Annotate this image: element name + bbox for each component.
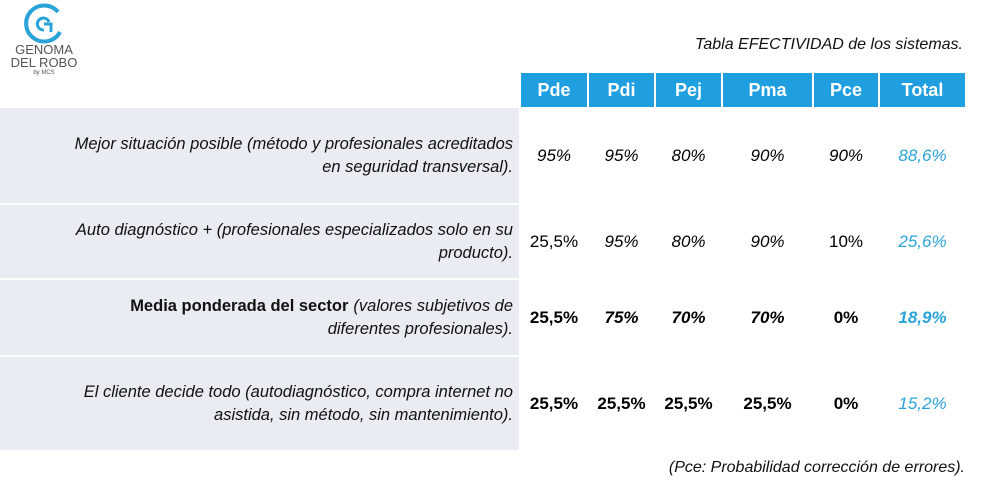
row-label-line: asistida, sin método, sin mantenimiento)… bbox=[214, 405, 513, 424]
table-cell: 80% bbox=[671, 231, 706, 251]
row-label-line: Media ponderada del sector (valores subje… bbox=[0, 295, 513, 318]
column-header: Pde bbox=[521, 73, 587, 107]
row-label: El cliente decide todo (autodiagnóstico,… bbox=[0, 357, 519, 450]
table-cell: 25,6% bbox=[898, 231, 947, 251]
logo-text: by MCS bbox=[33, 70, 55, 76]
table-cell: 90% bbox=[750, 231, 785, 251]
row-label-line: diferentes profesionales). bbox=[327, 319, 513, 338]
table-cell: 90% bbox=[828, 145, 864, 165]
column-header: Pma bbox=[723, 73, 812, 107]
column-header: Pdi bbox=[589, 73, 654, 107]
row-label-text: (valores subjetivos de bbox=[353, 296, 513, 315]
row-label-line: Mejor situación posible (método y profes… bbox=[74, 134, 513, 153]
table-cell: 0% bbox=[833, 393, 859, 413]
table-cell: 25,5% bbox=[743, 393, 792, 413]
table-cell: 95% bbox=[604, 231, 639, 251]
table-cell: 25,5% bbox=[529, 231, 579, 251]
table-cell: 25,5% bbox=[529, 393, 579, 413]
row-label-bold: Media ponderada del sector bbox=[130, 296, 349, 315]
table-cell: 75% bbox=[604, 307, 639, 327]
table-cell: 15,2% bbox=[898, 393, 947, 413]
table-cell: 25,5% bbox=[529, 307, 579, 327]
column-header: Total bbox=[880, 73, 965, 107]
row-label: Media ponderada del sector (valores subje… bbox=[0, 280, 519, 355]
table-cell: 90% bbox=[750, 145, 785, 165]
logo-text: DEL ROBO bbox=[10, 55, 78, 70]
table-cell: 70% bbox=[750, 307, 785, 327]
row-label-line: producto). bbox=[438, 243, 513, 262]
table-cell: 0% bbox=[833, 307, 859, 327]
table-cell: 95% bbox=[604, 145, 639, 165]
row-label-line: en seguridad transversal). bbox=[322, 157, 513, 176]
table-cell: 18,9% bbox=[898, 307, 947, 327]
table-cell: 25,5% bbox=[597, 393, 646, 413]
row-label: Auto diagnóstico + (profesionales especi… bbox=[0, 205, 519, 278]
row-label: Mejor situación posible (método y profes… bbox=[0, 108, 519, 203]
table-cell: 70% bbox=[671, 307, 706, 327]
logo-text: GENOMA bbox=[15, 42, 73, 57]
table-cell: 25,5% bbox=[664, 393, 713, 413]
footnote: (Pce: Probabilidad corrección de errores… bbox=[668, 459, 965, 476]
table-cell: 80% bbox=[671, 145, 706, 165]
table-title: Tabla EFECTIVIDAD de los sistemas. bbox=[695, 36, 963, 53]
column-header: Pej bbox=[656, 73, 721, 107]
table-cell: 95% bbox=[536, 145, 572, 165]
row-label-line: El cliente decide todo (autodiagnóstico,… bbox=[83, 382, 513, 401]
logo-icon bbox=[24, 3, 62, 44]
row-label-line: Auto diagnóstico + (profesionales especi… bbox=[75, 220, 513, 239]
table-cell: 88,6% bbox=[898, 145, 947, 165]
column-header: Pce bbox=[814, 73, 878, 107]
table-cell: 10% bbox=[828, 231, 864, 251]
logo: GENOMA DEL ROBO by MCS bbox=[4, 43, 84, 77]
